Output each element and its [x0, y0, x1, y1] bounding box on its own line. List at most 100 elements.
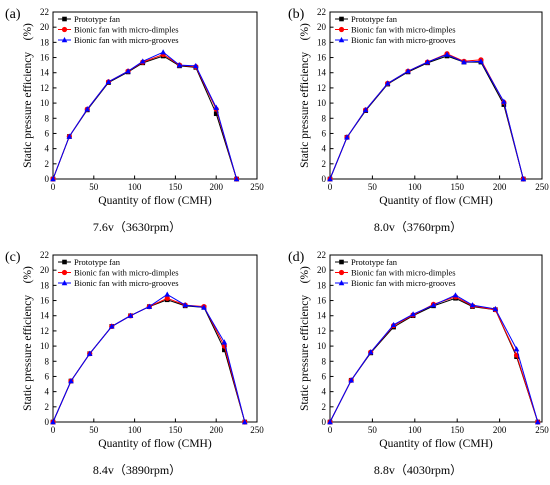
series-line-1: [329, 297, 539, 423]
x-tick-label: 100: [128, 182, 142, 192]
legend-swatch-marker: [339, 16, 344, 22]
data-point-series-3: [241, 419, 248, 425]
x-tick-label: 100: [128, 425, 142, 435]
y-tick-label: 12: [40, 326, 49, 336]
y-tick-label: 10: [317, 98, 327, 108]
data-point-series-3: [201, 304, 207, 310]
y-tick-label: 18: [317, 280, 327, 290]
legend-swatch-marker: [61, 280, 68, 286]
legend-entry: Bionic fan with micro-grooves: [74, 35, 179, 45]
legend-swatch-marker: [338, 37, 345, 43]
x-axis-label: Quantity of flow (CMH): [98, 438, 212, 450]
x-tick-label: 200: [209, 425, 223, 435]
data-point-series-3: [367, 349, 374, 355]
series-line-3: [52, 51, 238, 180]
data-point-series-3: [424, 59, 431, 65]
series-line-1: [52, 299, 246, 423]
x-tick-label: 50: [89, 425, 99, 435]
y-tick-label: 4: [45, 387, 50, 397]
legend-swatch-marker: [338, 280, 345, 286]
chart-panel-a: 0 2 4 6 8 10 12 14 16 18 20 22 0 50 100 150 200 250 Quanti…: [5, 7, 264, 234]
x-tick-label: 0: [51, 425, 56, 435]
chart-panel-c: 0 2 4 6 8 10 12 14 16 18 20 22 0 50 100 150 200 250 Quanti…: [5, 250, 264, 477]
y-tick-label: 4: [45, 144, 50, 154]
panel-caption: 8.4v（3890rpm）: [93, 463, 181, 477]
panel-label: (d): [288, 250, 305, 265]
legend-entry: Bionic fan with micro-dimples: [351, 268, 456, 278]
legend-entry: Prototype fan: [351, 257, 398, 267]
x-tick-label: 100: [408, 425, 422, 435]
data-point-series-3: [66, 133, 73, 139]
data-point-series-3: [478, 58, 484, 64]
data-point-series-2: [164, 295, 170, 301]
y-tick-label: 22: [317, 7, 326, 17]
panel-caption: 7.6v（3630rpm）: [93, 220, 181, 234]
y-tick-label: 20: [317, 265, 327, 275]
legend-swatch-marker: [61, 269, 68, 276]
data-point-series-3: [108, 323, 115, 329]
y-tick-label: 6: [322, 128, 327, 138]
data-point-series-3: [390, 321, 397, 328]
data-point-series-3: [125, 68, 131, 74]
legend-entry: Bionic fan with micro-grooves: [351, 278, 456, 288]
x-tick-label: 150: [450, 425, 464, 435]
data-point-series-3: [461, 59, 467, 65]
legend-entry: Bionic fan with micro-dimples: [351, 25, 456, 35]
y-tick-label: 22: [40, 250, 49, 260]
y-tick-label: 16: [317, 296, 327, 306]
series-line-2: [329, 296, 539, 423]
data-point-series-3: [327, 419, 333, 425]
legend-swatch-marker: [61, 37, 68, 43]
y-tick-label: 8: [322, 356, 327, 366]
legend-swatch-marker: [61, 26, 68, 33]
y-tick-label: 14: [317, 311, 327, 321]
x-tick-label: 0: [328, 425, 333, 435]
data-point-series-3: [233, 176, 240, 182]
data-point-series-3: [452, 292, 459, 298]
series-line-3: [329, 53, 524, 180]
y-tick-label: 12: [317, 326, 326, 336]
y-tick-label: 0: [322, 417, 327, 427]
legend-swatch-marker: [338, 26, 345, 33]
x-tick-label: 200: [493, 182, 507, 192]
data-point-series-3: [176, 62, 183, 68]
chart-panel-b: 0 2 4 6 8 10 12 14 16 18 20 22 0 50 100 150 200 250 Quanti…: [288, 7, 549, 234]
legend-entry: Bionic fan with micro-grooves: [351, 35, 456, 45]
y-tick-label: 0: [322, 174, 327, 184]
data-point-series-3: [501, 98, 507, 104]
y-tick-label: 0: [45, 417, 50, 427]
panel-label: (b): [288, 7, 305, 22]
data-point-series-3: [182, 302, 188, 308]
legend-entry: Bionic fan with micro-dimples: [74, 268, 179, 278]
legend-swatch-marker: [62, 259, 67, 265]
y-tick-label: 6: [322, 371, 327, 381]
legend-swatch-marker: [339, 259, 344, 265]
legend-entry: Bionic fan with micro-grooves: [74, 278, 179, 288]
x-tick-label: 150: [169, 182, 183, 192]
series-line-3: [52, 293, 246, 423]
data-point-series-3: [50, 419, 56, 425]
data-point-series-3: [86, 350, 93, 356]
data-point-series-3: [213, 104, 219, 110]
data-point-series-3: [160, 49, 166, 55]
data-point-series-1: [222, 347, 227, 353]
series-line-2: [329, 53, 524, 180]
data-point-series-3: [362, 106, 369, 113]
x-tick-label: 0: [328, 182, 333, 192]
y-tick-label: 16: [40, 296, 50, 306]
y-tick-label: 12: [40, 83, 49, 93]
y-tick-label: 18: [40, 280, 50, 290]
legend-swatch-marker: [62, 16, 67, 22]
data-point-series-3: [469, 302, 476, 308]
data-point-series-3: [405, 68, 411, 74]
x-axis-label: Quantity of flow (CMH): [379, 195, 493, 207]
data-point-series-3: [127, 312, 134, 318]
y-tick-label: 16: [40, 53, 50, 63]
series-line-1: [329, 55, 524, 180]
y-tick-label: 2: [322, 159, 327, 169]
data-point-series-3: [513, 346, 520, 352]
series-line-1: [52, 55, 238, 180]
y-tick-label: 20: [317, 22, 327, 32]
plot-frame: [52, 254, 258, 423]
